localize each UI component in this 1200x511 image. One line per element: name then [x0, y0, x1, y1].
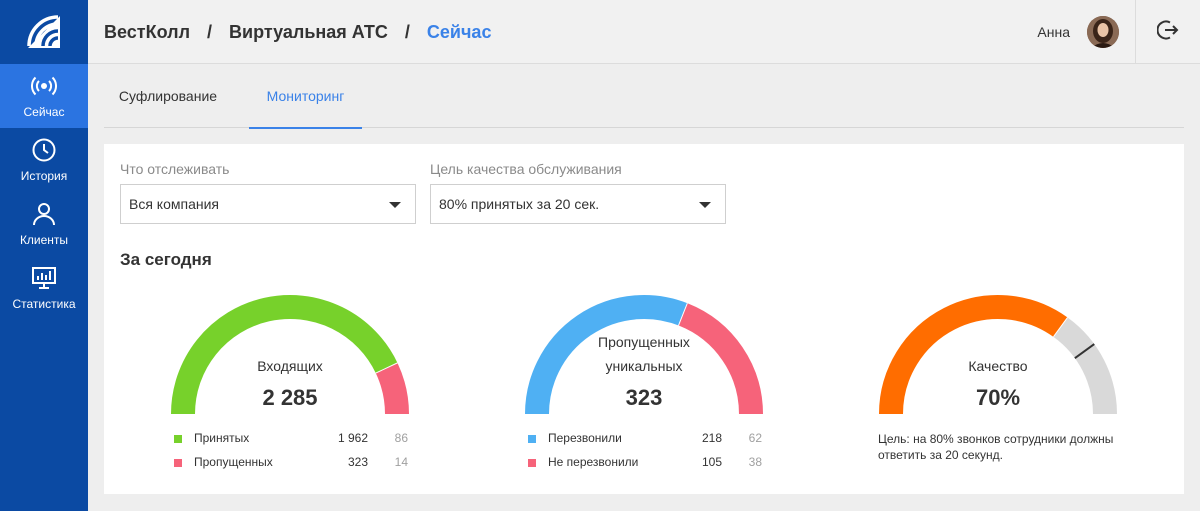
legend-percent: 86 [394, 431, 408, 445]
legend-dot [174, 459, 182, 467]
legend-label: Не перезвонили [548, 455, 639, 469]
tab-monitoring[interactable]: Мониторинг [249, 64, 362, 129]
legend-label: Пропущенных [194, 455, 273, 469]
caret-down-icon [389, 202, 401, 208]
gauge-target-marker [1074, 343, 1095, 359]
legend-dot [528, 435, 536, 443]
breadcrumb-item-current: Сейчас [426, 21, 492, 42]
legend-percent: 38 [748, 455, 762, 469]
breadcrumb-separator: / [404, 21, 410, 42]
nav-item-clients[interactable]: Клиенты [0, 192, 88, 256]
nav-label: Сейчас [23, 105, 65, 119]
nav-label: История [20, 169, 68, 183]
gauge-segment [171, 295, 398, 415]
legend-count: 323 [347, 455, 368, 469]
app-logo[interactable] [0, 0, 88, 64]
gauge-title: Качество [968, 358, 1028, 374]
sidebar: Сейчас История Клиенты Статистик [0, 0, 88, 511]
nav-label: Клиенты [19, 233, 69, 247]
legend-percent: 62 [748, 431, 762, 445]
legend-label: Принятых [194, 431, 250, 445]
legend-row: Не перезвонили 105 38 [528, 455, 762, 471]
gauge-value: 70% [975, 385, 1021, 410]
gauge-quality: Качество 70% [878, 294, 1118, 415]
monitoring-card: Что отслеживать Вся компания Цель качест… [104, 144, 1184, 494]
legend-dot [174, 435, 182, 443]
gauge-arc [879, 295, 1117, 415]
breadcrumb-item-company[interactable]: ВестКолл [104, 21, 191, 42]
nav-item-statistics[interactable]: Статистика [0, 256, 88, 320]
legend-percent: 14 [394, 455, 408, 469]
quality-goal-note: Цель: на 80% звонков сотрудники должны о… [878, 432, 1114, 462]
gauge-segment [678, 303, 763, 415]
tabs: Суфлирование Мониторинг [104, 64, 1184, 129]
legend-row: Принятых 1 962 86 [174, 431, 408, 447]
logout-icon [1156, 19, 1179, 46]
section-title: За сегодня [120, 250, 212, 269]
track-select[interactable]: Вся компания [120, 184, 416, 224]
gauge-segment [879, 295, 1068, 415]
caret-down-icon [699, 202, 711, 208]
nav-item-history[interactable]: История [0, 128, 88, 192]
goal-select-value: 80% принятых за 20 сек. [439, 196, 600, 212]
header-divider [1135, 0, 1136, 64]
logout-button[interactable] [1136, 0, 1200, 64]
gauge-arc [171, 295, 409, 415]
gauge-segment [525, 295, 688, 415]
legend-row: Пропущенных 323 14 [174, 455, 408, 471]
gauge-arc [525, 295, 763, 415]
gauge-segment [1053, 317, 1117, 415]
user-icon [31, 201, 57, 227]
user-name[interactable]: Анна [1037, 24, 1070, 40]
gauge-value: 323 [625, 385, 663, 410]
gauge-missed-unique: Пропущенных уникальных 323 [524, 294, 764, 415]
nav-item-now[interactable]: Сейчас [0, 64, 88, 128]
gauge-segment [375, 363, 409, 415]
legend-count: 218 [701, 431, 722, 445]
legend-count: 1 962 [337, 431, 368, 445]
avatar[interactable] [1087, 16, 1119, 48]
broadcast-icon [31, 73, 57, 99]
tab-prompting[interactable]: Суфлирование [118, 88, 218, 104]
legend-count: 105 [701, 455, 722, 469]
gauge-value: 2 285 [262, 385, 318, 410]
legend-label: Перезвонили [548, 431, 622, 445]
track-label: Что отслеживать [120, 161, 230, 177]
goal-select[interactable]: 80% принятых за 20 сек. [430, 184, 726, 224]
gauge-incoming: Входящих 2 285 [170, 294, 410, 415]
breadcrumb-item-pbx[interactable]: Виртуальная АТС [229, 21, 388, 42]
gauge-title: Входящих [257, 358, 323, 374]
top-bar: ВестКолл / Виртуальная АТС / Сейчас Анна [88, 0, 1200, 64]
clock-icon [31, 137, 57, 163]
logo-icon [27, 15, 60, 48]
legend-row: Перезвонили 218 62 [528, 431, 762, 447]
breadcrumb: ВестКолл / Виртуальная АТС / Сейчас [104, 0, 491, 64]
monitor-chart-icon [31, 265, 57, 291]
nav-label: Статистика [12, 297, 76, 311]
gauge-title: Пропущенных уникальных [598, 334, 690, 374]
goal-label: Цель качества обслуживания [430, 161, 622, 177]
breadcrumb-separator: / [207, 21, 213, 42]
legend-dot [528, 459, 536, 467]
track-select-value: Вся компания [129, 196, 220, 212]
